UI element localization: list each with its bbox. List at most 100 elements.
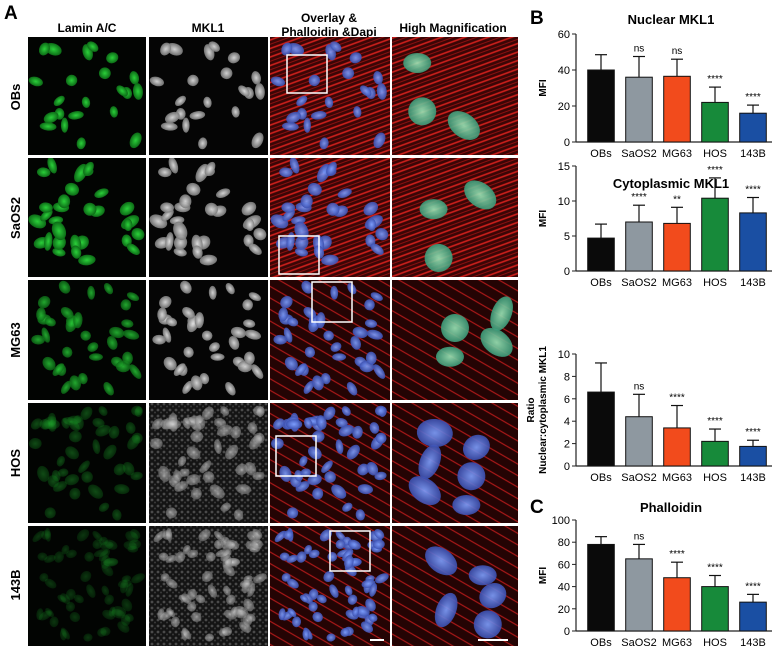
nucleus xyxy=(296,551,307,563)
nucleus xyxy=(273,334,288,345)
nucleus xyxy=(51,221,67,241)
nucleus xyxy=(321,254,339,266)
significance-label: **** xyxy=(707,74,723,85)
nucleus xyxy=(452,495,481,515)
chart-title: Cytoplasmic MKL1 xyxy=(613,176,729,191)
y-tick-label: 10 xyxy=(558,349,570,361)
nucleus xyxy=(300,468,312,477)
nucleus xyxy=(208,285,217,300)
nucleus xyxy=(292,616,302,628)
nucleus xyxy=(108,606,116,617)
nucleus xyxy=(92,439,101,455)
nucleus xyxy=(447,111,480,140)
nucleus xyxy=(220,67,233,80)
nucleus xyxy=(149,438,163,450)
nucleus xyxy=(44,554,56,563)
bar-OBs xyxy=(587,69,615,143)
nucleus xyxy=(226,594,236,605)
nucleus xyxy=(204,202,218,216)
nucleus xyxy=(462,434,490,460)
significance-label: **** xyxy=(707,563,723,574)
nucleus xyxy=(158,167,172,178)
nucleus xyxy=(64,474,80,486)
nucleus xyxy=(98,67,111,80)
bar-MG63 xyxy=(663,577,691,632)
nucleus xyxy=(337,188,352,198)
nucleus xyxy=(307,182,322,196)
nucleus xyxy=(242,299,253,311)
nucleus xyxy=(204,633,215,642)
micrograph-magnified xyxy=(392,403,518,523)
nucleus xyxy=(194,415,206,430)
nucleus xyxy=(226,539,240,550)
nucleus xyxy=(40,209,53,222)
nucleus xyxy=(52,247,66,257)
bar-MG63 xyxy=(663,222,691,272)
nucleus xyxy=(253,573,267,584)
bar-OBs xyxy=(587,237,615,272)
nucleus xyxy=(83,202,97,216)
nucleus xyxy=(373,364,386,379)
nucleus xyxy=(230,326,247,339)
nucleus xyxy=(205,551,216,562)
micrograph-magnified xyxy=(392,158,518,277)
nucleus xyxy=(312,487,324,500)
nucleus xyxy=(357,463,370,476)
nucleus xyxy=(65,446,79,460)
nucleus xyxy=(121,319,134,328)
nucleus xyxy=(321,373,331,385)
nucleus xyxy=(233,606,248,617)
bar-SaOS2 xyxy=(625,221,653,272)
nucleus xyxy=(54,551,64,563)
nucleus xyxy=(330,285,339,300)
nucleus xyxy=(248,243,262,255)
nucleus xyxy=(425,546,458,576)
nucleus xyxy=(52,363,65,376)
nucleus xyxy=(175,95,186,107)
nucleus xyxy=(434,592,458,628)
nucleus xyxy=(160,202,174,213)
nucleus xyxy=(365,598,376,612)
bar-143B xyxy=(739,445,767,467)
nucleus xyxy=(97,627,107,637)
nucleus xyxy=(344,555,354,569)
nucleus xyxy=(364,299,375,311)
nucleus xyxy=(166,608,176,618)
nucleus xyxy=(32,530,45,543)
nucleus xyxy=(121,598,133,612)
nucleus xyxy=(254,83,265,100)
nucleus xyxy=(179,194,192,209)
nucleus xyxy=(335,531,346,542)
nucleus xyxy=(360,621,374,633)
micrograph-lamin xyxy=(28,158,146,277)
nucleus xyxy=(418,444,442,479)
nucleus xyxy=(355,606,370,617)
nucleus xyxy=(307,474,322,486)
nucleus xyxy=(39,122,57,131)
bar-MG63 xyxy=(663,75,691,143)
nucleus xyxy=(65,601,75,612)
y-tick-label: 20 xyxy=(558,604,570,616)
panel-c-letter: C xyxy=(530,497,544,518)
nucleus xyxy=(61,417,70,429)
nucleus xyxy=(190,430,204,443)
nucleus xyxy=(89,353,103,361)
nucleus xyxy=(287,507,299,519)
nucleus xyxy=(164,419,182,430)
nucleus xyxy=(252,471,265,481)
nucleus xyxy=(374,529,385,540)
panel-b-letter: B xyxy=(530,8,544,29)
nucleus xyxy=(83,161,94,176)
bar-SaOS2 xyxy=(625,76,653,143)
nucleus xyxy=(124,613,134,622)
nucleus xyxy=(131,432,143,444)
nucleus xyxy=(281,42,293,56)
x-tick-label: MG63 xyxy=(662,472,692,484)
row-label-143b: 143B xyxy=(8,569,23,600)
nucleus xyxy=(36,167,51,178)
chart-1: Cytoplasmic MKL1 0 5 10 15 MFI OBs **** SaOS2 ** M… xyxy=(538,161,772,289)
nucleus xyxy=(64,182,80,196)
y-tick-label: 60 xyxy=(558,29,570,41)
nucleus xyxy=(244,461,257,476)
nucleus xyxy=(468,565,497,586)
